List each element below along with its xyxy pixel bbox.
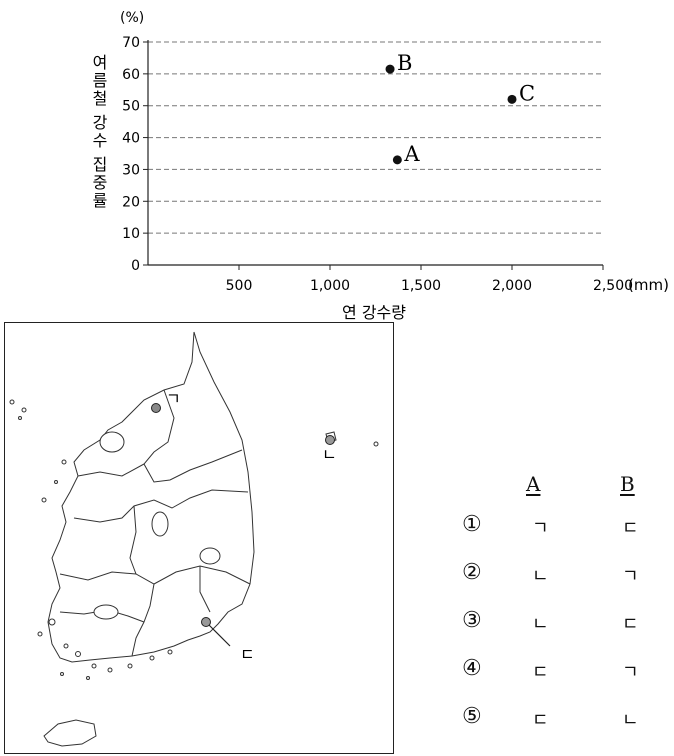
- choice-b: ㄴ: [622, 710, 639, 731]
- chart-axes: [147, 40, 604, 270]
- y-tick-label: 60: [122, 67, 140, 83]
- choice-b: ㄱ: [622, 566, 639, 587]
- data-points: A B C: [385, 51, 535, 166]
- x-tick-label: 2,500: [593, 278, 633, 294]
- y-tick-label: 30: [122, 162, 140, 178]
- x-tick-label: 500: [226, 278, 253, 294]
- choice-number: ⑤: [462, 704, 482, 729]
- x-tick-label: 2,000: [492, 278, 532, 294]
- y-tick-label: 50: [122, 99, 140, 115]
- choice-a: ㄴ: [532, 566, 549, 587]
- y-tick-label: 10: [122, 226, 140, 242]
- choice-a: ㄷ: [532, 662, 549, 683]
- header-b: B: [620, 472, 635, 496]
- x-tick-label: 1,000: [310, 278, 350, 294]
- point-b: [385, 64, 395, 74]
- choice-number: ②: [462, 560, 482, 585]
- point-label-a: A: [403, 142, 420, 166]
- x-tick-label: 1,500: [401, 278, 441, 294]
- chart-grid: [143, 41, 603, 266]
- choice-b: ㄷ: [622, 518, 639, 539]
- choice-row[interactable]: ③ ㄴ ㄷ: [462, 608, 652, 642]
- x-unit: (mm): [628, 276, 669, 294]
- map-marker-label: ㄴ: [322, 445, 337, 464]
- choice-row[interactable]: ⑤ ㄷ ㄴ: [462, 704, 652, 738]
- y-tick-labels: 0 10 20 30 40 50 60 70: [122, 35, 140, 274]
- korea-map: ㄱㄴㄷ: [4, 322, 394, 754]
- islands: [9, 399, 379, 747]
- x-tick-labels: 500 1,000 1,500 2,000 2,500: [226, 278, 633, 294]
- map-marker: [201, 617, 211, 627]
- choice-a: ㄱ: [532, 518, 549, 539]
- map-marker: [151, 403, 161, 413]
- point-c: [507, 94, 517, 104]
- y-tick-label: 20: [122, 194, 140, 210]
- choice-number: ①: [462, 512, 482, 537]
- choice-row[interactable]: ④ ㄷ ㄱ: [462, 656, 652, 690]
- choice-b: ㄱ: [622, 662, 639, 683]
- point-label-c: C: [519, 81, 535, 105]
- x-axis-label: 연 강수량: [342, 303, 406, 320]
- map-marker-label: ㄱ: [166, 389, 181, 408]
- header-a: A: [526, 472, 541, 496]
- map-marker: [325, 435, 335, 445]
- map-markers: ㄱㄴㄷ: [151, 389, 337, 664]
- choice-number: ③: [462, 608, 482, 633]
- y-unit: (%): [120, 10, 144, 26]
- choice-b: ㄷ: [622, 614, 639, 635]
- point-a: [392, 155, 402, 165]
- choice-row[interactable]: ② ㄴ ㄱ: [462, 560, 652, 594]
- choice-number: ④: [462, 656, 482, 681]
- mainland: [47, 331, 255, 663]
- y-tick-label: 40: [122, 131, 140, 147]
- y-tick-label: 0: [131, 258, 140, 274]
- map-marker-label: ㄷ: [240, 645, 255, 664]
- y-tick-label: 70: [122, 35, 140, 51]
- choice-a: ㄴ: [532, 614, 549, 635]
- point-label-b: B: [397, 51, 412, 75]
- map-frame: [4, 322, 394, 754]
- choice-row[interactable]: ① ㄱ ㄷ: [462, 512, 652, 546]
- choice-a: ㄷ: [532, 710, 549, 731]
